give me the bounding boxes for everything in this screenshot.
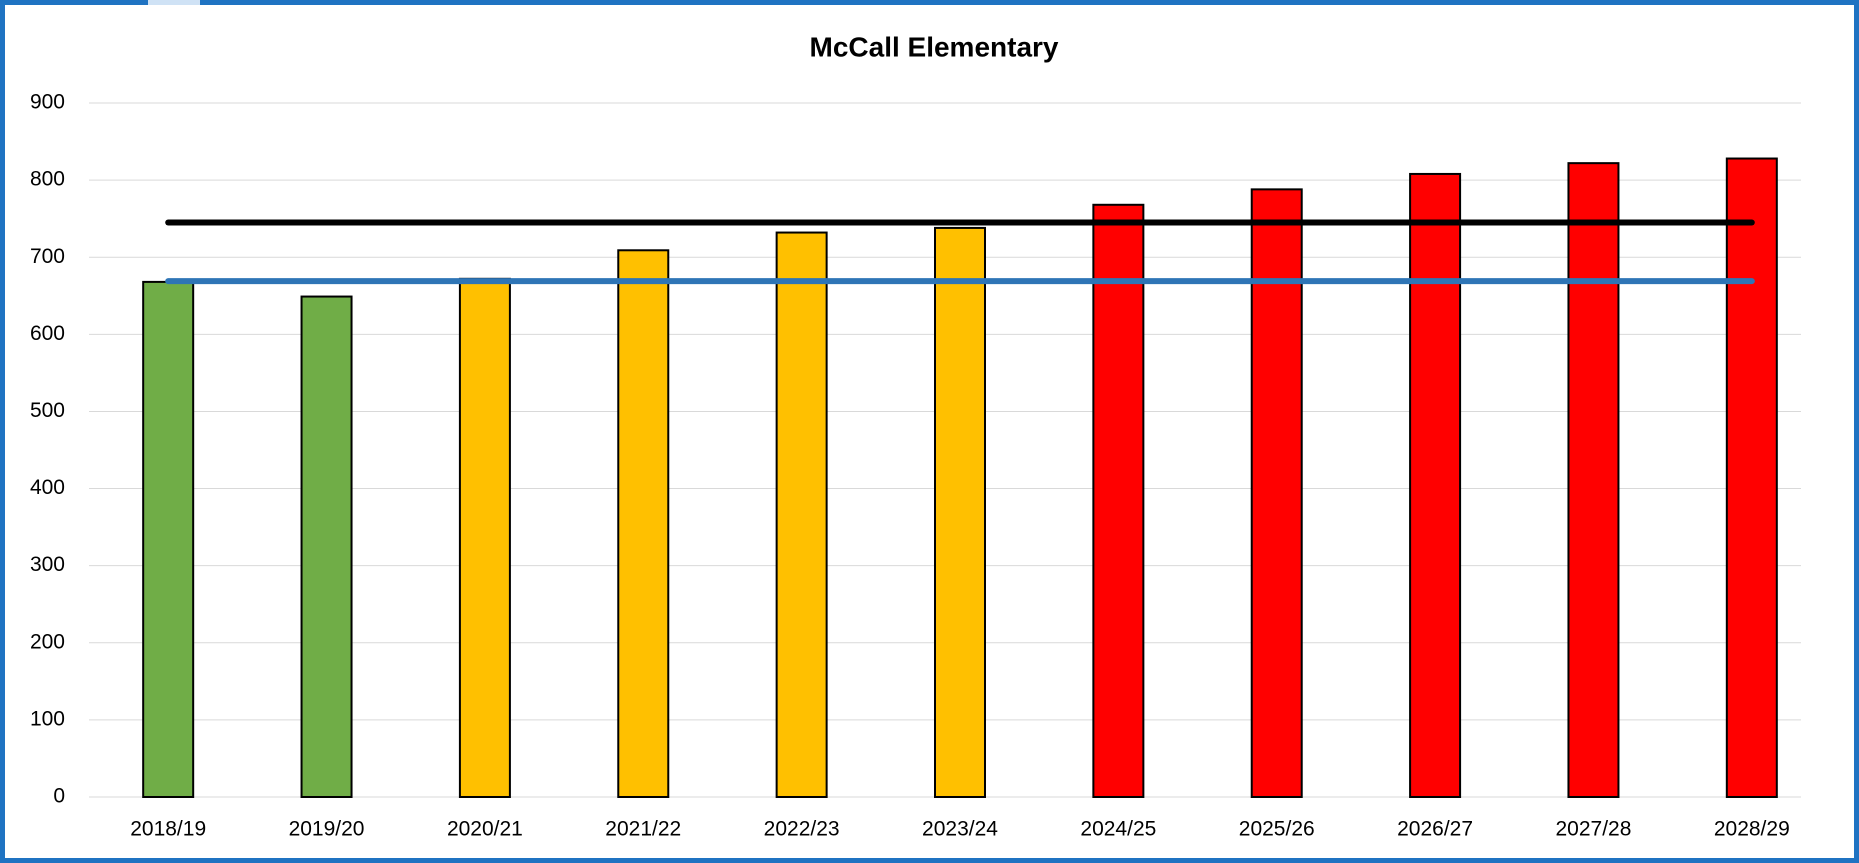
x-tick-label: 2024/25 xyxy=(1080,818,1156,841)
y-tick-label: 600 xyxy=(30,322,65,345)
x-tick-label: 2023/24 xyxy=(922,818,998,841)
bar xyxy=(1250,188,1303,798)
y-tick-label: 100 xyxy=(30,707,65,730)
bar xyxy=(617,249,670,798)
tab-marker xyxy=(148,0,200,5)
y-tick-label: 0 xyxy=(53,785,65,808)
bar xyxy=(1092,203,1145,798)
chart-title: McCall Elementary xyxy=(810,31,1059,62)
x-tick-label: 2022/23 xyxy=(764,818,840,841)
bar xyxy=(934,226,986,799)
bar xyxy=(300,295,353,798)
x-tick-label: 2026/27 xyxy=(1397,818,1473,841)
x-tick-label: 2025/26 xyxy=(1239,818,1315,841)
x-tick-label: 2028/29 xyxy=(1714,818,1790,841)
y-tick-label: 500 xyxy=(30,399,65,422)
x-tick-label: 2019/20 xyxy=(289,818,365,841)
y-tick-label: 400 xyxy=(30,476,65,499)
x-tick-label: 2020/21 xyxy=(447,818,523,841)
y-tick-label: 200 xyxy=(30,630,65,653)
bar xyxy=(142,280,195,798)
x-tick-label: 2018/19 xyxy=(130,818,206,841)
x-tick-label: 2021/22 xyxy=(605,818,681,841)
y-tick-label: 900 xyxy=(30,91,65,114)
x-tick-label: 2027/28 xyxy=(1555,818,1631,841)
bar xyxy=(1409,172,1462,799)
y-tick-label: 700 xyxy=(30,245,65,268)
y-tick-label: 300 xyxy=(30,553,65,576)
y-tick-label: 800 xyxy=(30,168,65,191)
bar xyxy=(775,231,828,798)
bar xyxy=(1725,157,1778,798)
bar xyxy=(458,277,511,798)
bar xyxy=(1567,162,1620,798)
